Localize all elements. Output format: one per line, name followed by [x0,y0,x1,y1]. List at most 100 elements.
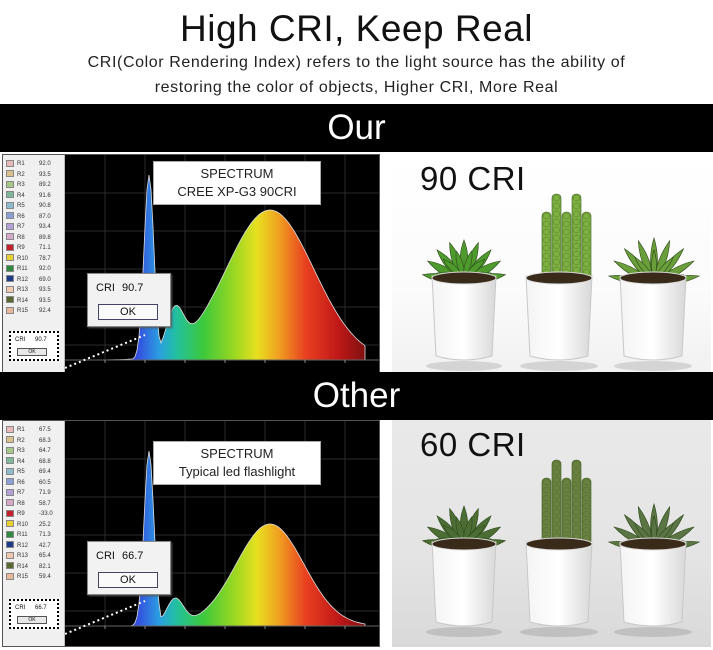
r-value: 65.4 [39,553,51,559]
r-color-swatch [6,170,14,178]
r-value: 91.6 [39,192,51,199]
r-label: R2 [17,437,25,444]
our-small-ok-button[interactable]: OK [17,348,47,356]
our-small-cri-value: 90.7 [35,337,47,343]
our-small-cri-label: CRI [15,337,26,343]
r-color-swatch [6,572,14,580]
r-label: R12 [17,542,29,549]
r-color-swatch [6,264,14,272]
r-label: R8 [17,234,25,241]
r-label: R10 [17,521,29,528]
r-color-swatch [6,446,14,454]
our-photo-cri-label: 90 CRI [420,160,526,197]
r-value-row: R14 93.5 [6,296,64,306]
other-small-cri-box: CRI 66.7 OK [9,599,59,629]
r-value-row: R3 89.2 [6,180,64,190]
r-color-swatch [6,306,14,314]
r-value-row: R5 90.8 [6,201,64,211]
other-small-ok-button[interactable]: OK [17,616,47,624]
r-label: R4 [17,458,25,465]
r-value: 67.5 [39,427,51,433]
r-label: R9 [17,511,25,517]
r-value-row: R14 82.1 [6,562,64,572]
r-label: R7 [17,224,25,230]
r-color-swatch [6,457,14,465]
r-color-swatch [6,159,14,167]
r-value: -33.0 [39,511,53,517]
r-color-swatch [6,254,14,262]
r-value: 78.7 [39,255,51,262]
r-value-row: R10 78.7 [6,254,64,264]
r-value-row: R1 67.5 [6,425,64,435]
r-color-swatch [6,275,14,283]
r-label: R6 [17,213,25,220]
our-cri-value: 90.7 [122,282,144,294]
r-color-swatch [6,562,14,570]
r-value-row: R10 25.2 [6,520,64,530]
r-label: R3 [17,182,25,188]
r-value: 92.0 [39,161,51,167]
r-label: R9 [17,245,25,251]
r-color-swatch [6,222,14,230]
succulents-photo-high-cri [421,193,701,371]
r-value-row: R2 68.3 [6,436,64,446]
r-label: R2 [17,171,25,178]
other-band: Other [0,372,713,420]
other-ok-button[interactable]: OK [98,572,158,588]
other-small-cri-value: 66.7 [35,605,47,611]
r-label: R5 [17,469,25,475]
r-value: 60.5 [39,479,51,486]
r-label: R10 [17,255,29,262]
our-cri-label: CRI [96,282,115,294]
r-value-row: R13 93.5 [6,285,64,295]
r-color-swatch [6,233,14,241]
our-small-cri-box: CRI 90.7 OK [9,331,59,361]
our-photo-panel: 90 CRI [392,154,711,381]
our-band-label: Our [327,108,386,147]
r-label: R4 [17,192,25,199]
r-value: 59.4 [39,574,51,580]
r-color-swatch [6,425,14,433]
other-cri-value: 66.7 [122,550,144,562]
description-line-2: restoring the color of objects, Higher C… [154,79,559,96]
other-spectrum-label-box: SPECTRUM Typical led flashlight [153,441,321,485]
r-color-swatch [6,488,14,496]
r-value-row: R5 69.4 [6,467,64,477]
r-value-row: R6 87.0 [6,212,64,222]
r-value-row: R6 60.5 [6,478,64,488]
r-color-swatch [6,436,14,444]
r-value-row: R13 65.4 [6,551,64,561]
r-color-swatch [6,541,14,549]
r-value-row: R7 93.4 [6,222,64,232]
r-color-swatch [6,180,14,188]
other-spectrum-title: SPECTRUM [200,446,274,461]
our-ok-button[interactable]: OK [98,304,158,320]
r-value-row: R7 71.9 [6,488,64,498]
r-label: R14 [17,297,29,304]
r-label: R14 [17,563,29,570]
r-label: R5 [17,203,25,209]
r-value: 68.8 [39,458,51,465]
r-value: 68.3 [39,437,51,444]
r-label: R1 [17,161,25,167]
r-label: R15 [17,308,29,314]
r-color-swatch [6,243,14,251]
other-band-label: Other [312,376,401,415]
r-value-row: R15 92.4 [6,306,64,316]
r-value-row: R1 92.0 [6,159,64,169]
other-photo-panel: 60 CRI [392,420,711,647]
r-value-row: R11 71.3 [6,530,64,540]
other-spectrum-panel: R1 67.5 R2 68.3 R3 64.7 R4 68.8 R5 69.4 R6 60.5 R7 71… [2,420,380,647]
r-color-swatch [6,478,14,486]
our-spectrum-label-box: SPECTRUM CREE XP-G3 90CRI [153,161,321,205]
r-label: R7 [17,490,25,496]
r-label: R15 [17,574,29,580]
r-label: R8 [17,500,25,507]
r-label: R3 [17,448,25,454]
r-value: 58.7 [39,500,51,507]
our-spectrum-subtitle: CREE XP-G3 90CRI [177,184,297,199]
r-value-row: R8 58.7 [6,499,64,509]
page-title: High CRI, Keep Real [180,8,533,49]
r-value-row: R15 59.4 [6,572,64,582]
r-color-swatch [6,296,14,304]
